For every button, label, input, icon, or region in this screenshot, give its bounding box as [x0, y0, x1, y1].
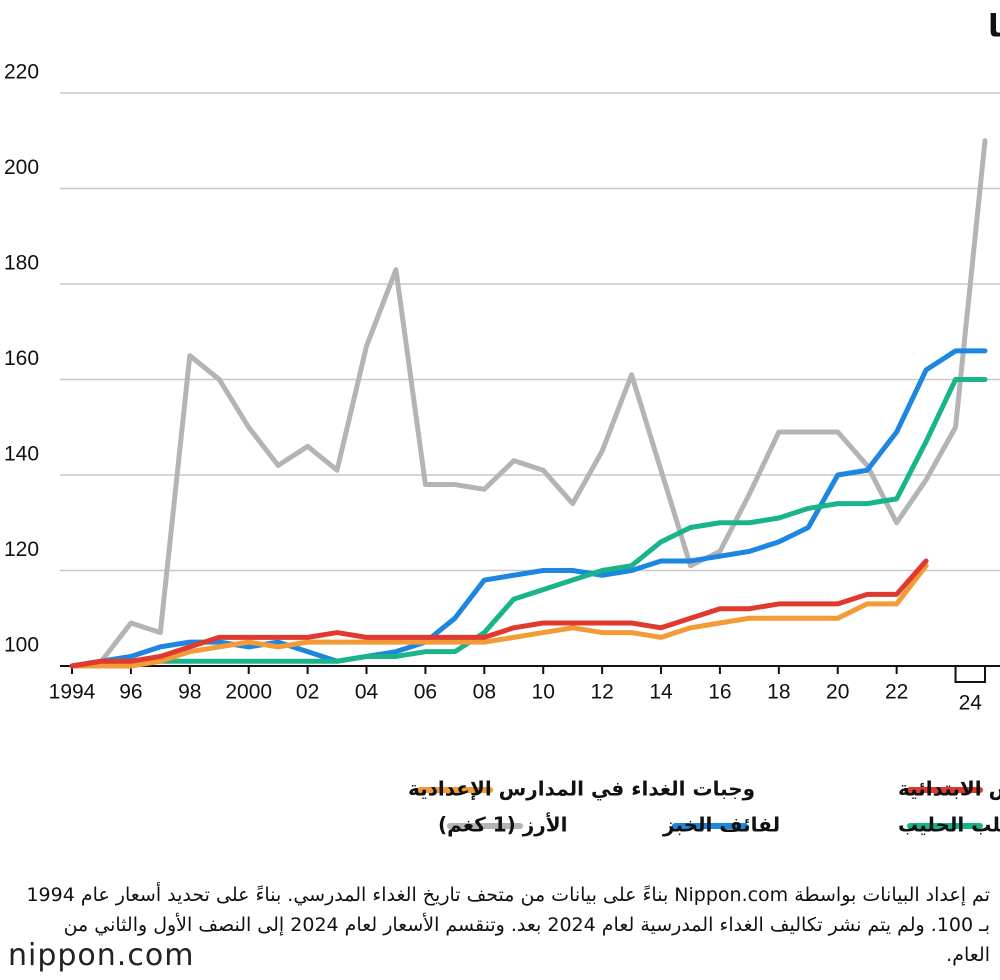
y-tick-label: 100 — [4, 634, 39, 657]
y-tick-label: 140 — [4, 443, 39, 466]
y-tick-label: 220 — [4, 61, 39, 84]
x-tick-label: 98 — [178, 681, 201, 704]
x-tick-label: 22 — [885, 681, 908, 704]
legend-label: وجبات الغداء في المدارس الإعدادية — [408, 777, 755, 802]
x-tick-label: 18 — [767, 681, 790, 704]
logo: nippon.com — [8, 938, 195, 973]
series-line — [69, 558, 929, 669]
x-tick-label: 96 — [119, 681, 142, 704]
x-tick-label: 1994 — [49, 681, 96, 704]
x-tick-label: 06 — [414, 681, 437, 704]
series-line — [69, 377, 988, 669]
chart: الوجبات المدرسة وتكلفة المكونات في محافظ… — [4, 9, 1000, 837]
x-tick-label: 16 — [708, 681, 731, 704]
legend-label: لفائف الخبز — [662, 813, 780, 837]
series-line — [69, 563, 929, 669]
x-tick-label: 08 — [473, 681, 496, 704]
y-tick-label: 200 — [4, 156, 39, 179]
series-line — [69, 138, 988, 669]
x-tick-label: 20 — [826, 681, 849, 704]
legend-label: وجبات الغداء في المدارس الابتدائية — [898, 777, 1000, 802]
x-tick-label: 02 — [296, 681, 319, 704]
x-tick-label: 2000 — [225, 681, 272, 704]
y-tick-label: 120 — [4, 538, 39, 561]
x-tick-label: 04 — [355, 681, 379, 704]
legend-label: علب الحليب — [898, 813, 1000, 837]
x-tick-label: 24 — [959, 692, 983, 715]
y-tick-label: 160 — [4, 347, 39, 370]
y-tick-label: 180 — [4, 252, 39, 275]
series-line — [69, 348, 988, 669]
bracket — [954, 666, 986, 683]
x-tick-label: 10 — [532, 681, 555, 704]
chart-title: الوجبات المدرسة وتكلفة المكونات في محافظ… — [988, 9, 1000, 45]
legend-label: الأرز (1 كغم) — [438, 812, 568, 837]
note: تم إعداد البيانات بواسطة Nippon.com بناء… — [26, 884, 990, 966]
x-tick-label: 12 — [590, 681, 613, 704]
x-tick-label: 14 — [649, 681, 673, 704]
